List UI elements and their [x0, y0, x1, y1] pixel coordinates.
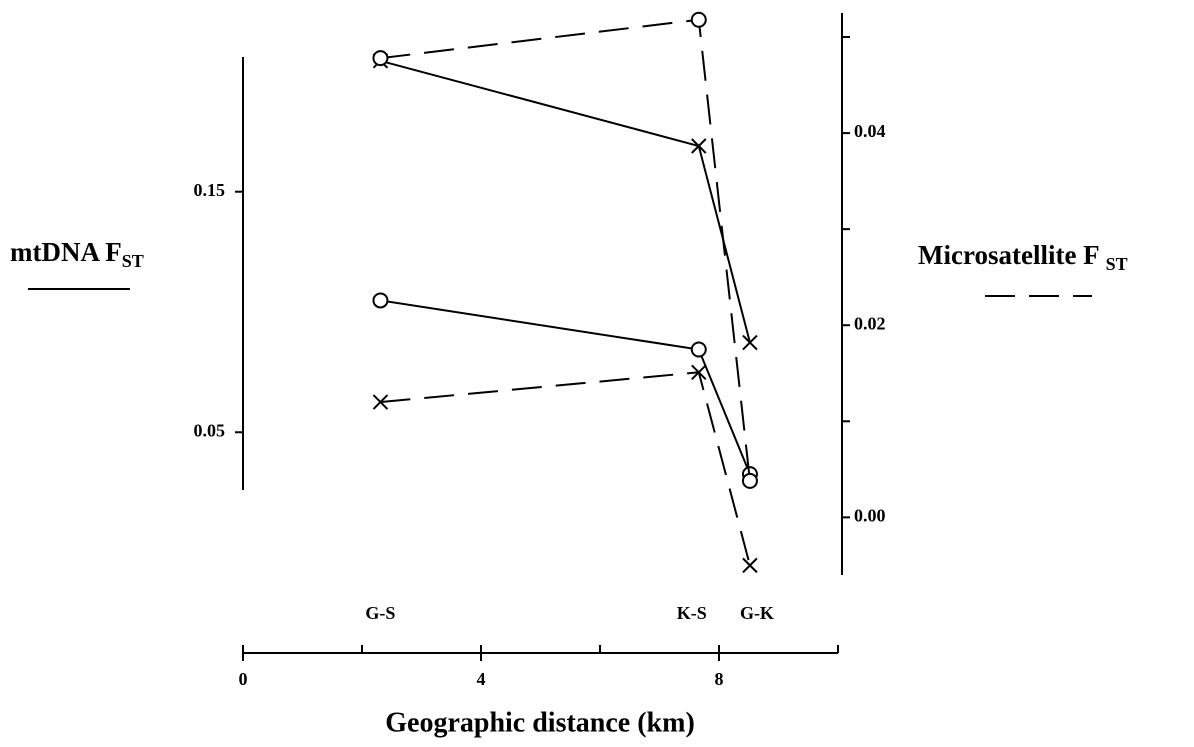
- y2-label-main: Microsatellite F: [918, 240, 1100, 270]
- point-label: G-S: [365, 603, 395, 623]
- x-tick-label: 8: [715, 669, 724, 689]
- y2-tick-label: 0.02: [854, 313, 886, 333]
- marker-cross: [691, 138, 707, 154]
- x-tick-label: 4: [477, 669, 486, 689]
- marker-circle: [741, 472, 758, 489]
- y2-tick-label: 0.04: [854, 121, 886, 141]
- marker-circle: [690, 341, 707, 358]
- y2-axis-label: Microsatellite F ST: [918, 240, 1128, 274]
- series-line: [380, 18, 751, 481]
- series-line: [380, 59, 751, 343]
- marker-cross: [372, 394, 389, 410]
- y2-label-sub: ST: [1106, 254, 1128, 274]
- marker-cross: [691, 364, 707, 381]
- marker-circle: [372, 292, 389, 309]
- marker-circle: [690, 11, 707, 28]
- marker-cross: [742, 334, 758, 351]
- point-label: G-K: [740, 603, 774, 623]
- x-axis-label: Geographic distance (km): [385, 707, 695, 738]
- series-line: [380, 371, 751, 566]
- x-tick-label: 0: [239, 669, 248, 689]
- y-label-sub: ST: [122, 251, 144, 271]
- point-label: K-S: [677, 603, 707, 623]
- marker-circle: [372, 50, 389, 67]
- y-label-main: mtDNA F: [10, 237, 122, 267]
- y-tick-label: 0.15: [194, 180, 226, 200]
- y-tick-label: 0.05: [194, 420, 226, 440]
- marker-cross: [742, 557, 758, 574]
- y-axis-label: mtDNA FST: [10, 237, 144, 271]
- y2-tick-label: 0.00: [854, 505, 886, 525]
- series-line: [380, 299, 751, 475]
